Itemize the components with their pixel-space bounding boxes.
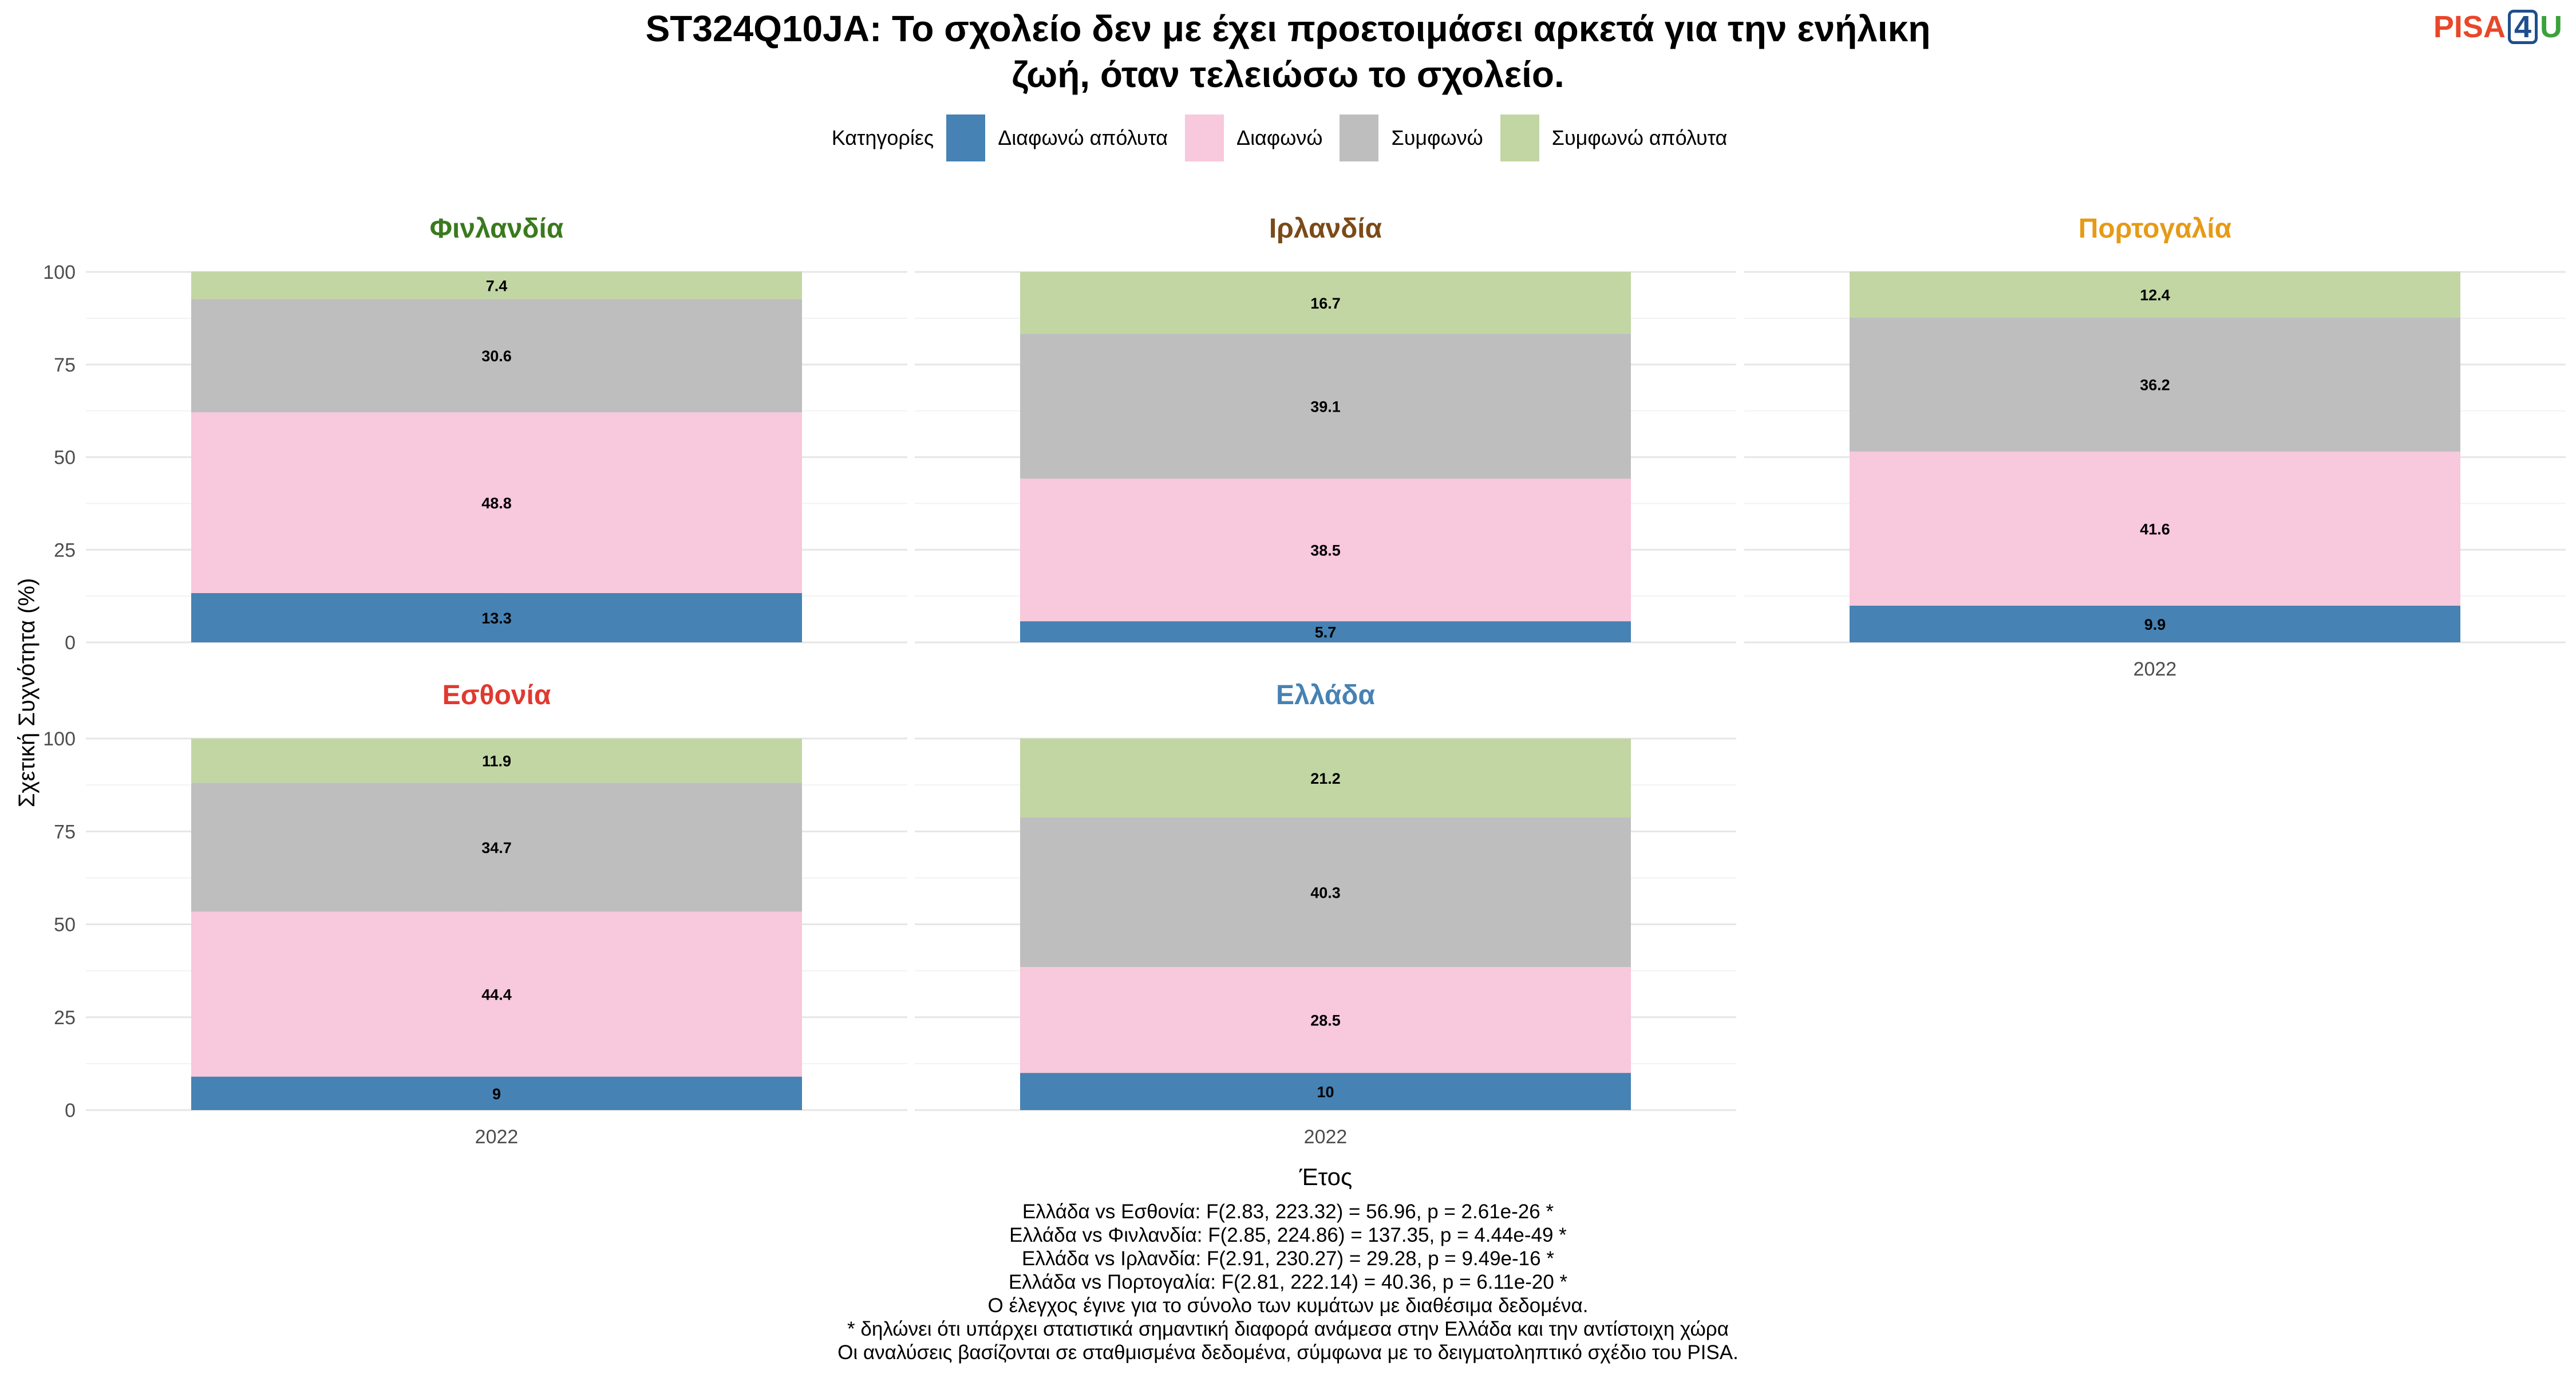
bar-segment xyxy=(1020,1073,1631,1110)
bar-segment xyxy=(1020,272,1631,334)
legend-swatch-strongly-agree xyxy=(1500,114,1539,161)
data-label: 48.8 xyxy=(481,495,512,512)
bar-segment xyxy=(191,783,802,912)
bar-segment xyxy=(1020,967,1631,1073)
bar-segment xyxy=(1020,817,1631,968)
data-label: 21.2 xyxy=(1310,770,1341,787)
bar-segment xyxy=(1850,271,2460,318)
data-label: 44.4 xyxy=(481,986,512,1004)
legend-item-strongly-disagree: Διαφωνώ απόλυτα xyxy=(946,114,1168,161)
data-label: 13.3 xyxy=(481,610,512,627)
bar-segment xyxy=(191,412,802,593)
bar-segment xyxy=(1850,605,2460,642)
pisa4u-logo: PISA 4 U xyxy=(2433,9,2562,45)
bar-segment xyxy=(191,299,802,413)
legend-swatch-disagree xyxy=(1185,114,1224,161)
y-tick-label: 0 xyxy=(65,632,76,654)
logo-four-text: 4 xyxy=(2507,10,2538,44)
data-label: 7.4 xyxy=(486,277,508,294)
footnote-line: Ελλάδα vs Ιρλανδία: F(2.91, 230.27) = 29… xyxy=(1022,1247,1554,1270)
panel-title: Ελλάδα xyxy=(1276,680,1375,710)
data-label: 30.6 xyxy=(481,348,512,365)
footnotes: Ελλάδα vs Εσθονία: F(2.83, 223.32) = 56.… xyxy=(0,1200,2576,1364)
bar-segment xyxy=(191,739,802,783)
legend-item-agree: Συμφωνώ xyxy=(1340,114,1483,161)
data-label: 9 xyxy=(492,1085,501,1103)
data-label: 40.3 xyxy=(1310,884,1341,901)
data-label: 9.9 xyxy=(2144,616,2166,633)
footnote-line: Οι αναλύσεις βασίζονται σε σταθμισμένα δ… xyxy=(837,1341,1739,1364)
panel-title: Ιρλανδία xyxy=(1269,214,1382,244)
data-label: 11.9 xyxy=(482,753,511,770)
data-label: 36.2 xyxy=(2140,377,2170,394)
bar-segment xyxy=(1020,479,1631,622)
legend-swatch-strongly-disagree xyxy=(946,114,986,161)
y-tick-label: 75 xyxy=(54,821,76,843)
data-label: 28.5 xyxy=(1310,1012,1341,1029)
x-tick-label: 2022 xyxy=(2134,658,2177,680)
data-label: 16.7 xyxy=(1310,295,1341,312)
y-tick-label: 50 xyxy=(54,914,76,936)
legend-label-strongly-disagree: Διαφωνώ απόλυτα xyxy=(998,126,1168,149)
data-label: 38.5 xyxy=(1310,542,1341,559)
data-label: 10 xyxy=(1317,1084,1334,1101)
footnote-line: * δηλώνει ότι υπάρχει στατιστικά σημαντι… xyxy=(847,1318,1729,1340)
x-tick-label: 2022 xyxy=(475,1126,519,1148)
bar-segment xyxy=(1020,334,1631,479)
x-tick-label: 2022 xyxy=(1304,1126,1348,1148)
logo-u-text: U xyxy=(2540,10,2562,44)
legend: Κατηγορίες Διαφωνώ απόλυτα Διαφωνώ Συμφω… xyxy=(0,114,2576,161)
bar-segment xyxy=(1850,451,2460,606)
legend-swatch-agree xyxy=(1340,114,1379,161)
y-tick-label: 0 xyxy=(65,1100,76,1122)
footnote-line: Ελλάδα vs Εσθονία: F(2.83, 223.32) = 56.… xyxy=(1022,1201,1554,1223)
data-label: 39.1 xyxy=(1310,398,1341,416)
y-tick-label: 25 xyxy=(54,1007,76,1029)
bar-segment xyxy=(1020,621,1631,642)
legend-label-agree: Συμφωνώ xyxy=(1391,126,1483,149)
footnote-line: Ελλάδα vs Φινλανδία: F(2.85, 224.86) = 1… xyxy=(1009,1224,1567,1246)
chart-title-line-1: ST324Q10JA: Το σχολείο δεν με έχει προετ… xyxy=(645,8,1931,49)
data-label: 12.4 xyxy=(2140,286,2170,303)
data-label: 41.6 xyxy=(2140,520,2170,538)
y-tick-label: 75 xyxy=(54,354,76,376)
legend-item-strongly-agree: Συμφωνώ απόλυτα xyxy=(1500,114,1728,161)
chart-title: ST324Q10JA: Το σχολείο δεν με έχει προετ… xyxy=(0,6,2576,97)
bar-segment xyxy=(191,911,802,1077)
legend-item-disagree: Διαφωνώ xyxy=(1185,114,1322,161)
logo-pisa-text: PISA xyxy=(2433,10,2506,44)
y-tick-label: 50 xyxy=(54,447,76,469)
legend-title: Κατηγορίες xyxy=(831,126,934,149)
data-label: 5.7 xyxy=(1315,624,1337,641)
bar-segment xyxy=(1850,317,2460,452)
bar-segment xyxy=(191,271,802,299)
panel-title: Φινλανδία xyxy=(430,214,564,244)
legend-label-strongly-agree: Συμφωνώ απόλυτα xyxy=(1551,126,1728,149)
footnote-line: Ο έλεγχος έγινε για το σύνολο των κυμάτω… xyxy=(987,1294,1589,1317)
footnote-line: Ελλάδα vs Πορτογαλία: F(2.81, 222.14) = … xyxy=(1008,1271,1568,1293)
x-axis-title: Έτος xyxy=(1299,1163,1353,1190)
bar-segment xyxy=(1020,739,1631,818)
y-axis-title: Σχετική Συχνότητα (%) xyxy=(14,578,39,808)
panel-title: Πορτογαλία xyxy=(2079,214,2232,244)
data-label: 34.7 xyxy=(481,839,512,856)
panel-title: Εσθονία xyxy=(442,680,551,710)
y-tick-label: 25 xyxy=(54,539,76,561)
bar-segment xyxy=(191,1076,802,1110)
y-tick-label: 100 xyxy=(43,262,76,283)
legend-label-disagree: Διαφωνώ xyxy=(1236,126,1323,149)
bar-segment xyxy=(191,593,802,642)
y-tick-label: 100 xyxy=(43,728,76,750)
chart-title-line-2: ζωή, όταν τελειώσω το σχολείο. xyxy=(1012,54,1564,95)
